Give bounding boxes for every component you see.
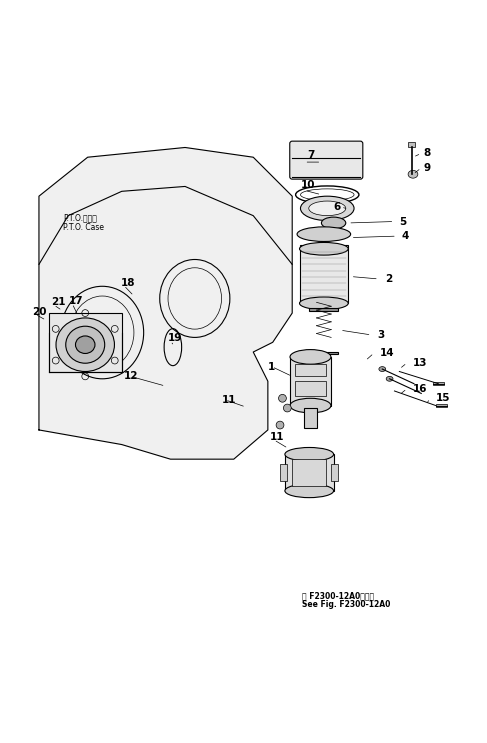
Text: 䍏 F2300-12A0図单第: 䍏 F2300-12A0図单第 — [302, 591, 374, 600]
Ellipse shape — [379, 366, 386, 372]
Bar — [285, 454, 334, 491]
Ellipse shape — [285, 484, 334, 498]
Circle shape — [279, 395, 286, 402]
Ellipse shape — [66, 326, 105, 363]
Text: 12: 12 — [124, 372, 139, 381]
Bar — [295, 381, 326, 396]
Ellipse shape — [300, 242, 348, 255]
Bar — [433, 382, 444, 385]
Ellipse shape — [290, 398, 331, 413]
Bar — [309, 308, 338, 311]
Bar — [49, 313, 122, 372]
Text: 19: 19 — [168, 334, 183, 343]
Bar — [290, 357, 331, 406]
Text: 13: 13 — [413, 357, 428, 368]
Text: 20: 20 — [32, 307, 46, 317]
Text: 6: 6 — [334, 202, 341, 212]
Ellipse shape — [56, 318, 114, 372]
Ellipse shape — [285, 447, 334, 461]
Text: 11: 11 — [222, 395, 236, 405]
Circle shape — [283, 404, 291, 412]
Bar — [280, 464, 287, 481]
Text: P.T.O. Case: P.T.O. Case — [63, 224, 104, 233]
Text: 14: 14 — [380, 348, 394, 358]
Text: 11: 11 — [270, 432, 285, 442]
Text: P.T.O.ケース: P.T.O.ケース — [63, 213, 97, 223]
Circle shape — [276, 421, 284, 429]
Ellipse shape — [386, 377, 393, 381]
Ellipse shape — [408, 170, 418, 178]
Text: 9: 9 — [424, 163, 431, 173]
Bar — [309, 352, 338, 354]
Ellipse shape — [300, 196, 354, 221]
Ellipse shape — [300, 297, 348, 310]
Ellipse shape — [297, 227, 351, 241]
Bar — [300, 245, 348, 303]
Ellipse shape — [75, 336, 95, 354]
Text: 8: 8 — [424, 149, 431, 158]
Text: 15: 15 — [436, 393, 450, 403]
Text: 7: 7 — [307, 150, 314, 160]
Text: 17: 17 — [69, 296, 84, 306]
Bar — [295, 364, 326, 377]
FancyBboxPatch shape — [290, 141, 363, 179]
Text: 3: 3 — [377, 330, 385, 340]
Text: 1: 1 — [268, 362, 275, 372]
Bar — [331, 464, 338, 481]
Text: 4: 4 — [402, 231, 409, 241]
Bar — [304, 408, 317, 427]
Text: 5: 5 — [399, 216, 407, 227]
Bar — [436, 404, 447, 407]
Polygon shape — [39, 186, 292, 459]
Text: 10: 10 — [301, 181, 316, 190]
Polygon shape — [39, 147, 292, 265]
Text: See Fig. F2300-12A0: See Fig. F2300-12A0 — [302, 600, 390, 609]
Bar — [292, 143, 360, 177]
Text: 16: 16 — [413, 383, 428, 394]
Text: 21: 21 — [51, 297, 66, 308]
Bar — [292, 459, 326, 486]
Bar — [408, 142, 415, 147]
Text: 2: 2 — [385, 274, 392, 284]
Text: 18: 18 — [121, 278, 135, 288]
Ellipse shape — [309, 201, 346, 215]
Ellipse shape — [321, 217, 346, 229]
Ellipse shape — [290, 350, 331, 364]
